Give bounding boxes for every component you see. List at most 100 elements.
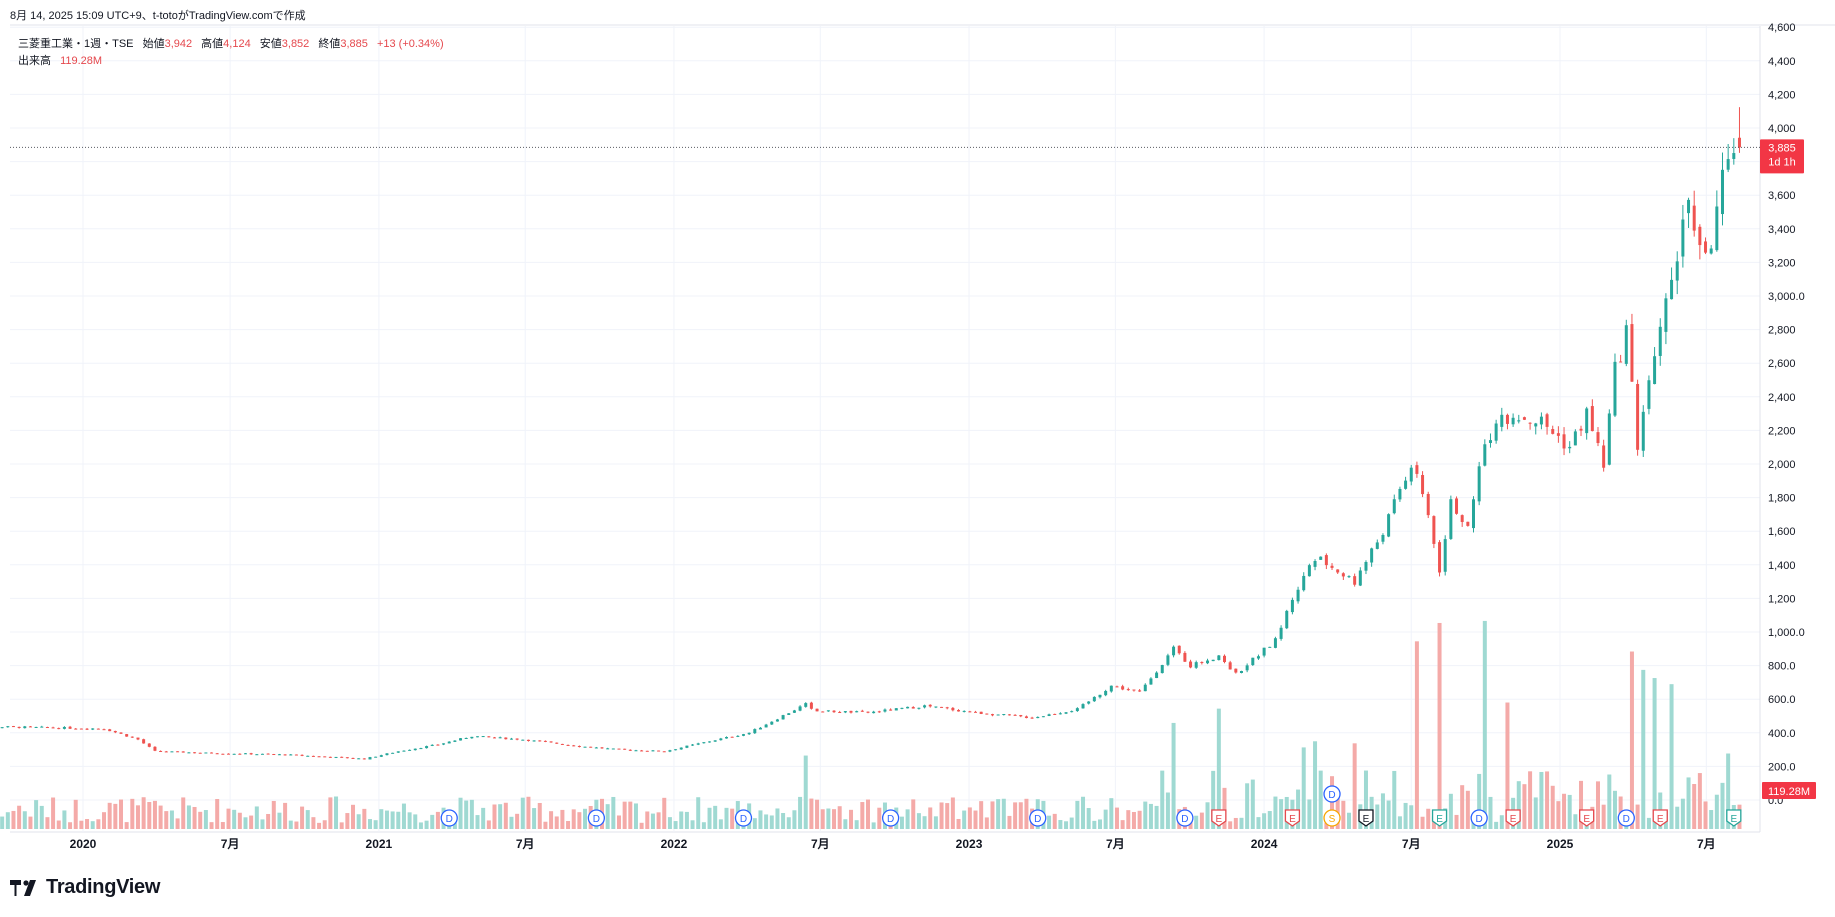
tradingview-logo[interactable]: TradingView: [10, 876, 160, 899]
volume-bar: [962, 810, 967, 829]
volume-value: 119.28M: [1768, 786, 1810, 798]
volume-bar: [260, 819, 265, 829]
candle-body: [283, 754, 287, 756]
volume-bar: [860, 802, 865, 829]
candle-body: [351, 757, 355, 759]
volume-bar: [854, 820, 859, 829]
candle-body: [17, 726, 21, 728]
volume-bar: [1216, 708, 1221, 829]
candle-body: [1619, 361, 1623, 363]
volume-bar: [300, 806, 305, 829]
svg-text:E: E: [1216, 814, 1223, 825]
candle-body: [260, 753, 264, 755]
candle-body: [1324, 555, 1328, 566]
low-label: 安値: [259, 38, 282, 50]
volume-bar: [1109, 798, 1114, 829]
volume-bar: [571, 809, 576, 829]
candle-body: [538, 740, 542, 742]
volume-bar: [1703, 801, 1708, 829]
event-marker-dividend: D: [734, 809, 753, 827]
volume-bar: [1160, 770, 1165, 829]
volume-bar: [832, 809, 837, 829]
candle-body: [1647, 380, 1651, 409]
volume-bar: [690, 820, 695, 829]
volume-bar: [1018, 802, 1023, 829]
candle-body: [1081, 704, 1085, 709]
volume-label[interactable]: 出来高: [18, 55, 51, 67]
volume-legend: 出来高 119.28M: [18, 52, 102, 68]
volume-bar: [1460, 785, 1465, 829]
candle-body: [1053, 713, 1057, 715]
candle-body: [1409, 467, 1413, 482]
volume-bar: [1064, 821, 1069, 829]
volume-bar: [232, 809, 237, 829]
candle-body: [934, 706, 938, 708]
candle-body: [1024, 716, 1028, 719]
volume-bar: [1341, 800, 1346, 829]
candle-body: [0, 727, 4, 729]
volume-bar: [435, 811, 440, 829]
svg-text:D: D: [1476, 814, 1483, 825]
volume-bar: [334, 796, 339, 829]
candle-body: [323, 756, 327, 758]
candle-body: [11, 726, 15, 728]
candle-body: [221, 753, 225, 755]
volume-bar: [1414, 641, 1419, 829]
volume-bar: [413, 814, 418, 829]
candle-body: [391, 752, 395, 754]
volume-bar: [1505, 702, 1510, 829]
candle-body: [1251, 657, 1255, 666]
volume-bar: [1726, 753, 1731, 829]
symbol-label[interactable]: 三菱重工業・1週・TSE: [18, 38, 134, 50]
candle-body: [617, 748, 621, 750]
volume-bar: [815, 799, 820, 829]
candle-body: [232, 753, 236, 755]
volume-bar: [871, 822, 876, 829]
candle-body: [770, 721, 774, 725]
volume-bar: [373, 820, 378, 829]
candle-body: [1200, 662, 1204, 664]
volume-bar: [401, 803, 406, 829]
candle-body: [1602, 445, 1606, 468]
volume-bar: [396, 811, 401, 829]
candle-body: [1375, 542, 1379, 549]
candle-body: [328, 756, 332, 758]
volume-bar: [1165, 792, 1170, 829]
volume-bar: [1273, 796, 1278, 829]
volume-bar: [1222, 787, 1227, 829]
volume-bar: [175, 818, 180, 829]
candle-body: [600, 747, 604, 749]
volume-bar: [616, 815, 621, 829]
candle-body: [238, 753, 242, 755]
candle-body: [815, 708, 819, 712]
close-value: 3,885: [340, 38, 368, 50]
event-marker-earnings: E: [1652, 809, 1668, 827]
volume-bar: [215, 799, 220, 829]
volume-bar: [249, 815, 254, 829]
volume-bar: [605, 804, 610, 829]
volume-bar: [28, 816, 33, 829]
candle-body: [1228, 662, 1232, 670]
price-tick-label: 4,200: [1768, 89, 1796, 101]
volume-bar: [899, 816, 904, 829]
candle-body: [1579, 428, 1583, 431]
volume-bar: [1573, 814, 1578, 829]
candle-body: [108, 729, 112, 732]
open-label: 始値: [142, 38, 165, 50]
volume-bar: [1629, 651, 1634, 829]
event-marker-dividend: D: [1323, 785, 1341, 803]
svg-text:D: D: [887, 814, 894, 825]
volume-bar: [916, 813, 921, 829]
candle-body: [1239, 671, 1243, 673]
candle-body: [91, 728, 95, 730]
volume-bar: [1612, 790, 1617, 829]
svg-text:E: E: [1510, 814, 1517, 825]
last-price-tag: 3,885 1d 1h: [1760, 139, 1804, 174]
volume-bar: [164, 811, 169, 829]
candle-body: [1313, 560, 1317, 567]
volume-bar: [1680, 798, 1685, 829]
candle-body: [696, 743, 700, 745]
volume-bar: [684, 811, 689, 829]
candle-body: [674, 749, 678, 751]
